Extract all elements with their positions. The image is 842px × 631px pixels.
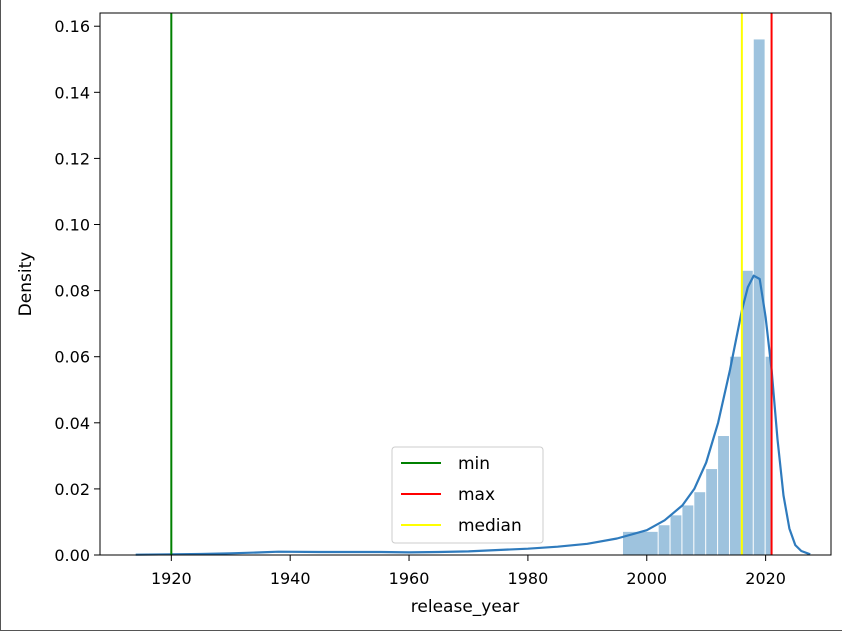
histogram-bar	[622, 531, 658, 555]
y-tick-label: 0.14	[54, 83, 90, 102]
histogram-bar	[706, 469, 718, 555]
plot-area-frame	[99, 12, 832, 556]
legend-box	[391, 446, 544, 544]
y-tick-label: 0.00	[54, 546, 90, 565]
histogram-bar	[670, 515, 682, 555]
histogram-bar	[694, 492, 706, 555]
histogram-bars	[622, 39, 771, 555]
histogram-bar	[682, 505, 694, 555]
x-axis-label: release_year	[411, 597, 519, 617]
histogram-bar	[658, 525, 670, 555]
y-tick-label: 0.04	[54, 414, 90, 433]
histogram-bar	[729, 356, 741, 555]
y-tick-label: 0.12	[54, 149, 90, 168]
y-tick-label: 0.02	[54, 480, 90, 499]
x-tick-label: 1920	[151, 569, 192, 588]
x-tick-label: 1940	[270, 569, 311, 588]
histogram-bar	[765, 356, 771, 555]
reference-lines	[170, 13, 773, 555]
y-tick-label: 0.10	[54, 216, 90, 235]
y-tick-label: 0.08	[54, 282, 90, 301]
legend-label-max: max	[458, 485, 495, 505]
y-tick-label: 0.06	[54, 348, 90, 367]
x-axis-ticks: 1920 1940 1960 1980 2000 2020	[151, 555, 786, 588]
legend-label-min: min	[458, 454, 490, 474]
y-axis-ticks: 0.00 0.02 0.04 0.06 0.08 0.10 0.12 0.14 0.16	[54, 17, 100, 565]
x-tick-label: 2020	[745, 569, 786, 588]
histogram-bar	[741, 270, 753, 555]
x-tick-label: 2000	[626, 569, 667, 588]
y-axis-label: Density	[16, 252, 36, 317]
y-tick-label: 0.16	[54, 17, 90, 36]
kde-curve-layer	[135, 274, 811, 556]
x-tick-label: 1960	[389, 569, 430, 588]
histogram-bar	[718, 436, 729, 555]
legend-label-median: median	[458, 516, 522, 536]
x-tick-label: 1980	[508, 569, 549, 588]
kde-line	[135, 274, 811, 556]
legend: min max median	[391, 446, 544, 544]
histogram-bar	[753, 39, 765, 555]
